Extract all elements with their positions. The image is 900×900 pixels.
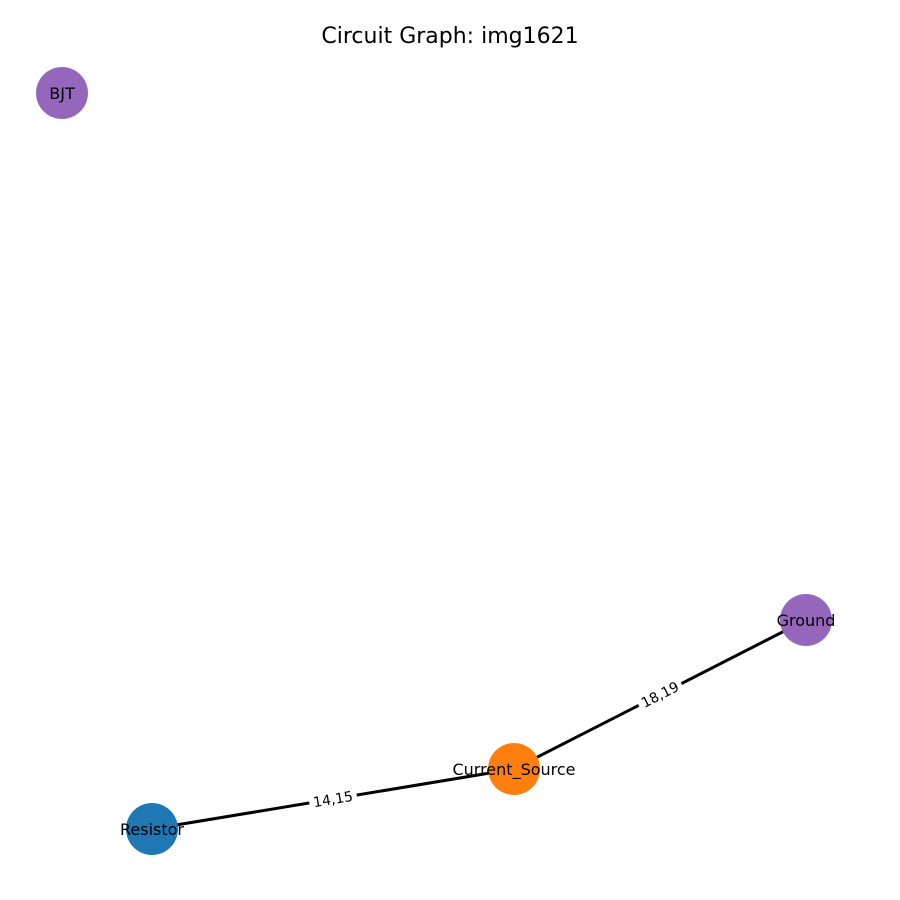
node-ground: Ground <box>777 594 836 646</box>
edge-label-0: 14,15 <box>312 789 354 811</box>
node-resistor: Resistor <box>120 803 184 855</box>
node-circle-resistor <box>126 803 178 855</box>
edge-resistor-to-current-source: 14,15 <box>150 767 516 831</box>
edges-layer: 14,15 18,19 <box>150 618 808 831</box>
edge-label-background-1 <box>634 674 686 715</box>
edge-label-group-1: 18,19 <box>634 674 686 715</box>
edge-current-source-to-ground: 18,19 <box>512 618 808 771</box>
edge-label-background-0 <box>307 785 359 813</box>
nodes-layer: BJT Ground Current_Source Resistor <box>36 67 835 855</box>
node-label-current-source: Current_Source <box>452 760 575 780</box>
node-label-resistor: Resistor <box>120 820 184 839</box>
graph-title: Circuit Graph: img1621 <box>321 24 578 49</box>
node-label-ground: Ground <box>777 611 836 630</box>
node-circle-current-source <box>488 743 540 795</box>
node-bjt: BJT <box>36 67 88 119</box>
node-label-bjt: BJT <box>49 84 75 103</box>
node-current-source: Current_Source <box>452 743 576 795</box>
node-circle-bjt <box>36 67 88 119</box>
node-circle-ground <box>780 594 832 646</box>
edge-label-group-0: 14,15 <box>307 785 359 813</box>
